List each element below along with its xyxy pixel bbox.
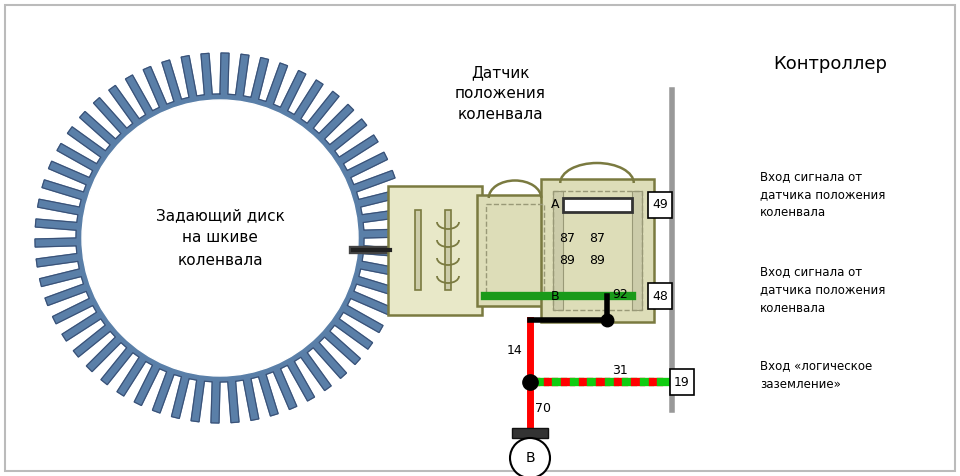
FancyBboxPatch shape: [477, 195, 553, 306]
Text: Вход сигнала от
датчика положения
коленвала: Вход сигнала от датчика положения коленв…: [760, 266, 885, 315]
FancyBboxPatch shape: [388, 186, 482, 315]
Text: 49: 49: [652, 198, 668, 211]
Polygon shape: [35, 53, 405, 423]
Bar: [415, 210, 421, 290]
Bar: [445, 210, 451, 290]
Circle shape: [510, 438, 550, 476]
Text: 87: 87: [589, 231, 605, 245]
Text: Датчик
положения
коленвала: Датчик положения коленвала: [455, 65, 545, 122]
Text: 92: 92: [612, 288, 628, 301]
Bar: [632, 191, 642, 310]
Text: 89: 89: [589, 255, 605, 268]
Bar: [553, 191, 563, 310]
Text: 31: 31: [612, 364, 628, 377]
Circle shape: [82, 100, 358, 376]
Bar: [486, 204, 544, 297]
Text: 48: 48: [652, 289, 668, 303]
Bar: [512, 428, 548, 438]
Bar: [670, 369, 694, 395]
Text: Задающий диск
на шкиве
коленвала: Задающий диск на шкиве коленвала: [156, 208, 284, 268]
Text: 89: 89: [559, 255, 575, 268]
Text: B: B: [525, 451, 535, 465]
Text: 87: 87: [559, 231, 575, 245]
Text: 14: 14: [506, 344, 522, 357]
Bar: [648, 283, 672, 309]
Bar: [563, 198, 632, 212]
FancyBboxPatch shape: [541, 179, 654, 322]
Text: A: A: [550, 198, 559, 211]
Bar: [648, 192, 672, 218]
Text: Вход «логическое
заземление»: Вход «логическое заземление»: [760, 359, 873, 390]
Text: 70: 70: [535, 401, 551, 415]
Text: Контроллер: Контроллер: [773, 55, 887, 73]
Text: B: B: [550, 289, 559, 303]
Text: 19: 19: [674, 376, 690, 388]
Bar: [553, 191, 642, 310]
Text: Вход сигнала от
датчика положения
коленвала: Вход сигнала от датчика положения коленв…: [760, 170, 885, 219]
